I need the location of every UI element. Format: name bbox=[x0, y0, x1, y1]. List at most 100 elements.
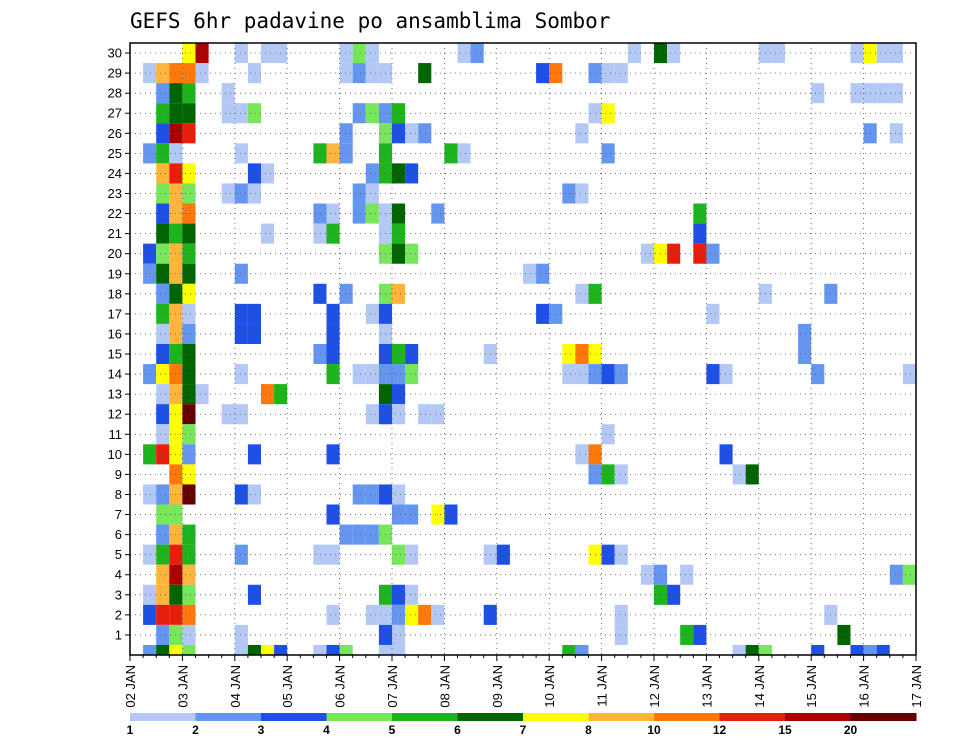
x-tick-label: 16 JAN bbox=[857, 665, 872, 708]
heat-cell bbox=[326, 504, 340, 525]
y-tick-label: 10 bbox=[108, 447, 122, 462]
heat-cell bbox=[902, 564, 916, 585]
heat-cell bbox=[405, 584, 419, 605]
x-tick-label: 12 JAN bbox=[647, 665, 662, 708]
heat-cell-bottom bbox=[392, 644, 406, 655]
heat-cell bbox=[143, 444, 157, 465]
heat-cell bbox=[326, 364, 340, 385]
heat-cell bbox=[365, 364, 379, 385]
heat-cell bbox=[365, 163, 379, 184]
x-tick-label: 15 JAN bbox=[804, 665, 819, 708]
heat-cell bbox=[182, 484, 196, 505]
heat-cell bbox=[811, 83, 825, 104]
heat-cell bbox=[352, 524, 366, 545]
heat-cell bbox=[195, 384, 209, 405]
legend-swatch bbox=[261, 713, 327, 721]
y-tick-label: 5 bbox=[115, 547, 122, 562]
x-tick-label: 03 JAN bbox=[175, 665, 190, 708]
heat-cell bbox=[601, 424, 615, 445]
y-tick-label: 20 bbox=[108, 246, 122, 261]
heat-cell bbox=[143, 263, 157, 284]
heat-cell bbox=[365, 63, 379, 84]
grid-layer bbox=[130, 43, 916, 655]
heat-cell bbox=[234, 183, 248, 204]
heat-cell bbox=[365, 203, 379, 224]
heat-cell bbox=[523, 263, 537, 284]
heat-cell bbox=[182, 123, 196, 144]
legend-swatch bbox=[719, 713, 786, 721]
heat-cell bbox=[496, 544, 510, 565]
heat-cell-bottom bbox=[247, 644, 261, 655]
heat-cell bbox=[247, 484, 261, 505]
heat-cell bbox=[143, 544, 157, 565]
heat-cell bbox=[326, 223, 340, 244]
heat-cell bbox=[876, 43, 890, 64]
heat-cell bbox=[326, 323, 340, 344]
x-tick-label: 11 JAN bbox=[595, 665, 610, 707]
heat-cell bbox=[247, 163, 261, 184]
heat-cell bbox=[365, 604, 379, 625]
heat-cell bbox=[457, 143, 471, 164]
y-tick-label: 2 bbox=[115, 607, 122, 622]
y-tick-label: 14 bbox=[108, 367, 122, 382]
heat-cell bbox=[339, 63, 353, 84]
heat-cell-bottom bbox=[143, 644, 157, 655]
heat-cell bbox=[667, 43, 681, 64]
heat-cell bbox=[313, 223, 327, 244]
heat-cell bbox=[182, 604, 196, 625]
y-tick-label: 30 bbox=[108, 46, 122, 61]
heat-cell bbox=[326, 143, 340, 164]
heat-cell bbox=[326, 604, 340, 625]
heat-cell bbox=[365, 484, 379, 505]
heat-cell bbox=[182, 343, 196, 365]
heat-cell bbox=[431, 404, 445, 425]
heat-cell bbox=[247, 103, 261, 124]
y-tick-label: 1 bbox=[115, 627, 122, 642]
legend-label: 5 bbox=[389, 723, 396, 737]
heat-cell bbox=[182, 364, 196, 385]
heat-cell bbox=[405, 163, 419, 184]
heat-cell bbox=[693, 624, 707, 645]
heat-cell bbox=[575, 123, 589, 144]
heat-cell bbox=[536, 63, 550, 84]
heat-cell bbox=[182, 183, 196, 204]
heat-cell bbox=[392, 624, 406, 645]
heat-cell bbox=[247, 183, 261, 204]
heat-cell bbox=[431, 203, 445, 224]
legend-label: 2 bbox=[192, 723, 199, 737]
x-tick-label: 09 JAN bbox=[490, 665, 505, 708]
heat-cell-bottom bbox=[876, 644, 890, 655]
heat-cell bbox=[352, 43, 366, 64]
heat-cell bbox=[156, 83, 170, 104]
heat-cell bbox=[234, 624, 248, 645]
legend-label: 8 bbox=[585, 723, 592, 737]
x-tick-label: 17 JAN bbox=[909, 665, 924, 708]
heat-cell bbox=[313, 544, 327, 565]
heat-cell bbox=[405, 504, 419, 525]
legend-label: 15 bbox=[778, 723, 792, 737]
y-tick-label: 23 bbox=[108, 186, 122, 201]
heat-cell bbox=[601, 103, 615, 124]
heat-cell bbox=[850, 83, 864, 104]
heat-cell bbox=[536, 263, 550, 284]
heat-cell bbox=[365, 183, 379, 204]
y-tick-label: 29 bbox=[108, 66, 122, 81]
legend-label: 6 bbox=[454, 723, 461, 737]
cells-layer bbox=[143, 43, 916, 655]
heat-cell-bottom bbox=[562, 644, 576, 655]
heat-cell bbox=[156, 624, 170, 645]
heat-cell bbox=[182, 404, 196, 425]
heat-cell bbox=[234, 484, 248, 505]
heat-cell bbox=[431, 604, 445, 625]
legend-swatch bbox=[588, 713, 655, 721]
heat-cell bbox=[352, 63, 366, 84]
heat-cell bbox=[261, 43, 275, 64]
heat-cell bbox=[667, 243, 681, 264]
heat-cell bbox=[182, 223, 196, 244]
heat-cell bbox=[352, 103, 366, 124]
heat-cell bbox=[418, 63, 432, 84]
legend-swatch bbox=[326, 713, 393, 721]
x-tick-label: 06 JAN bbox=[333, 665, 348, 708]
heat-cell bbox=[562, 364, 576, 385]
y-tick-label: 13 bbox=[108, 387, 122, 402]
